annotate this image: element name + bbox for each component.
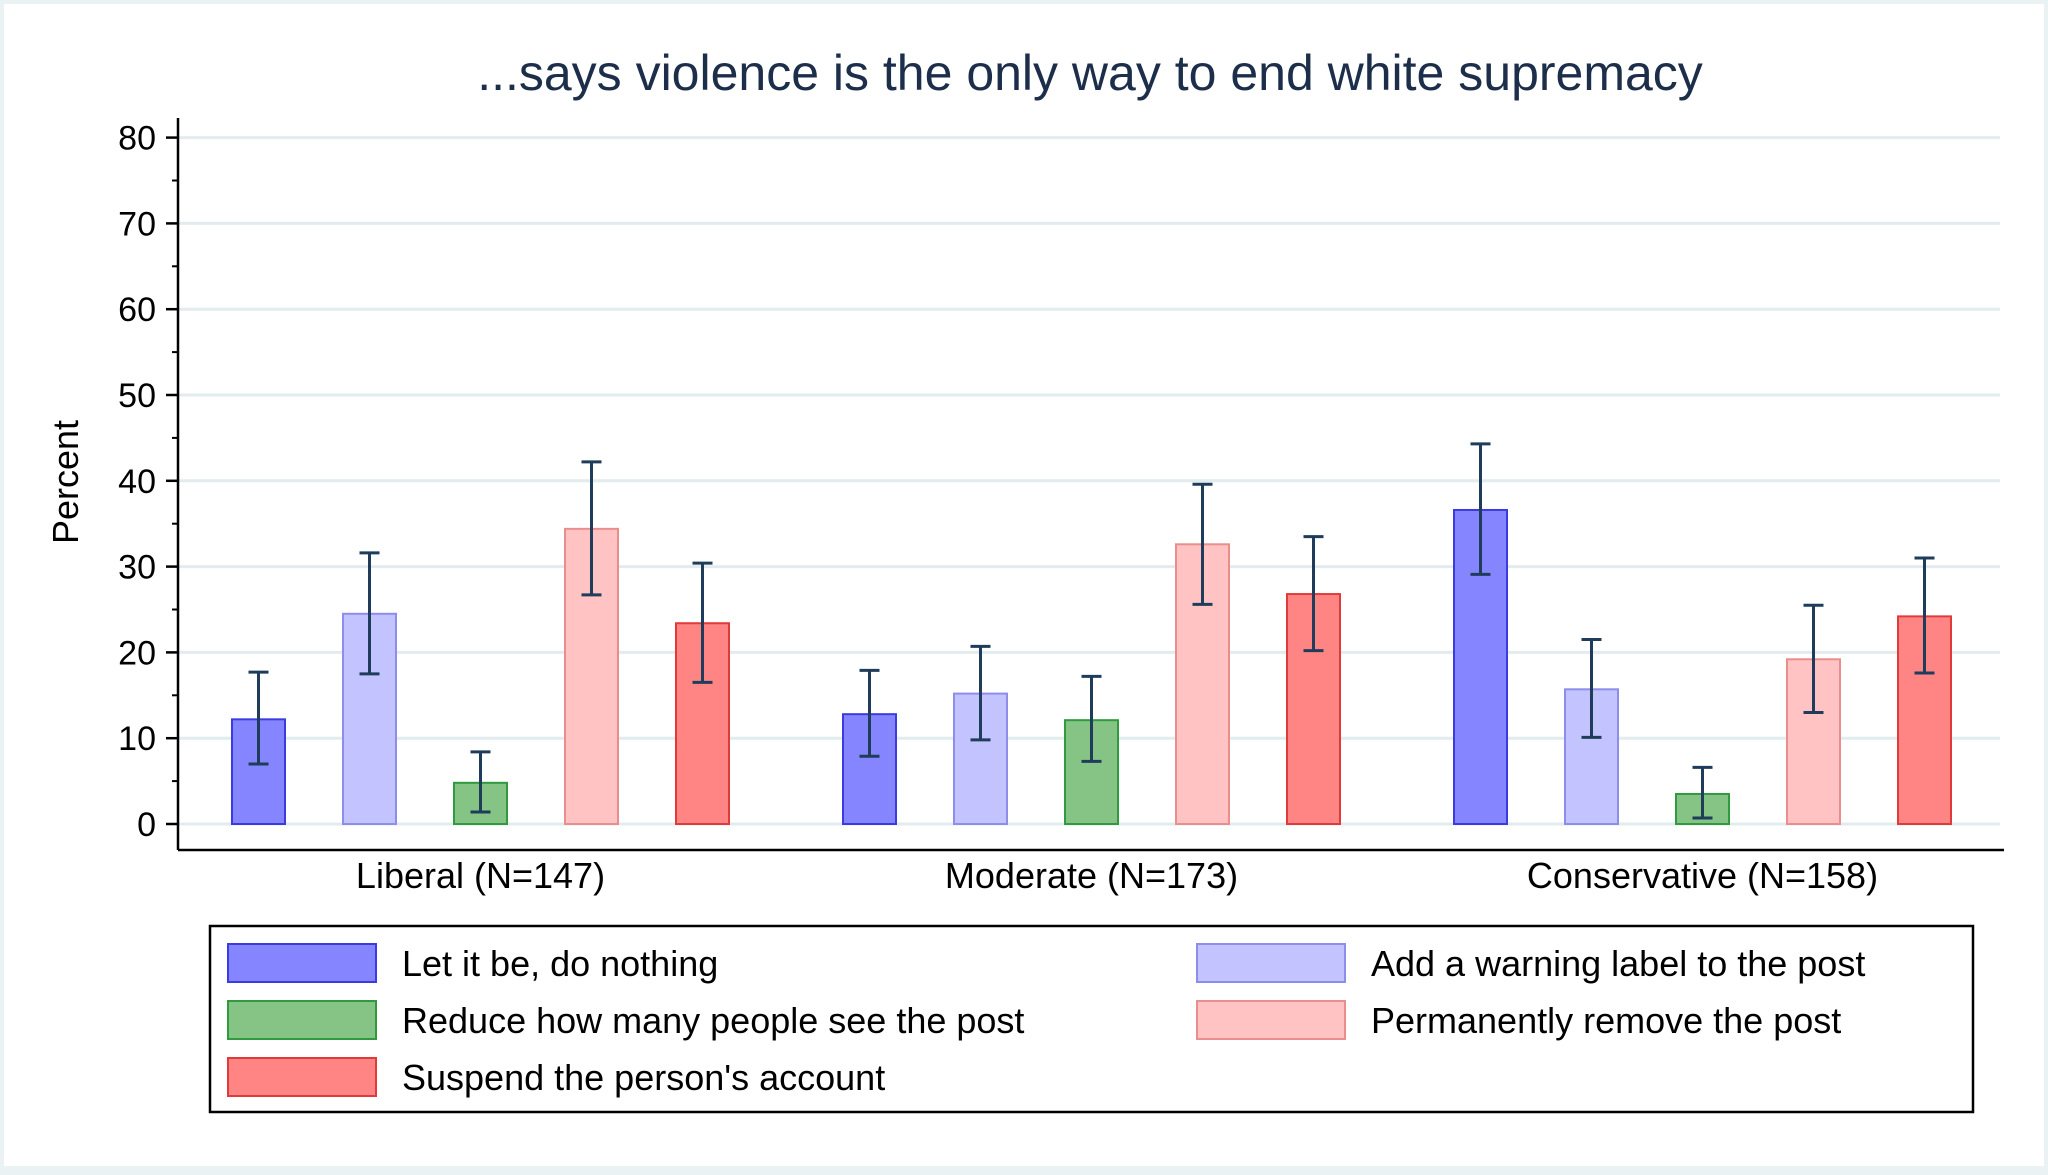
chart-title: ...says violence is the only way to end …: [477, 45, 1703, 101]
legend-label: Suspend the person's account: [402, 1057, 885, 1098]
x-category-label: Liberal (N=147): [356, 855, 605, 896]
error-bars: [248, 442, 1935, 820]
x-category-label: Conservative (N=158): [1527, 855, 1878, 896]
legend-swatch: [227, 943, 377, 983]
x-category-label: Moderate (N=173): [945, 855, 1238, 896]
legend-swatch: [227, 1000, 377, 1040]
legend-label: Permanently remove the post: [1371, 1000, 1841, 1041]
y-tick-label: 80: [118, 120, 156, 158]
y-tick-label: 50: [118, 377, 156, 415]
legend-swatch: [1196, 1000, 1346, 1040]
legend-swatch: [227, 1057, 377, 1097]
y-tick-label: 60: [118, 291, 156, 329]
legend-label: Add a warning label to the post: [1371, 943, 1865, 984]
legend-swatch: [1196, 943, 1346, 983]
y-tick-label: 70: [118, 205, 156, 243]
legend-box: [208, 924, 1975, 1114]
y-axis-label: Percent: [45, 420, 86, 544]
y-tick-label: 40: [118, 463, 156, 501]
axes: 0 10 20 30 40 50 60 70 80 Liberal (N=147) Moderate…: [118, 118, 2004, 896]
legend: Let it be, do nothing Add a warning label…: [208, 924, 1975, 1114]
y-tick-label: 30: [118, 549, 156, 587]
legend-label: Let it be, do nothing: [402, 943, 718, 984]
y-tick-label: 10: [118, 720, 156, 758]
legend-label: Reduce how many people see the post: [402, 1000, 1024, 1041]
y-tick-label: 0: [137, 806, 156, 844]
y-tick-label: 20: [118, 634, 156, 672]
